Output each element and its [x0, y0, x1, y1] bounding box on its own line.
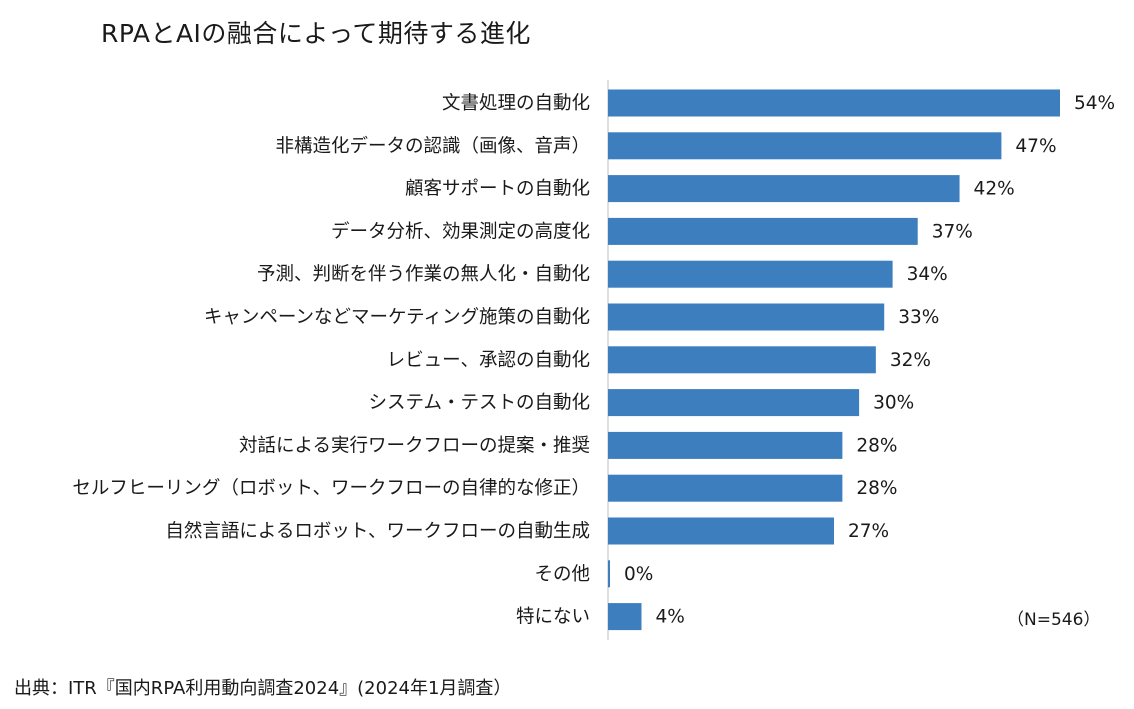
source-citation: 出典：ITR『国内RPA利用動向調査2024』(2024年1月調査）	[14, 678, 512, 699]
value-label: 42%	[974, 179, 1015, 200]
bar	[608, 560, 610, 588]
value-label: 4%	[655, 607, 684, 628]
value-label: 54%	[1074, 93, 1115, 114]
value-label: 34%	[907, 264, 948, 285]
bar	[608, 431, 843, 459]
bar	[608, 389, 860, 417]
value-label: 30%	[873, 393, 914, 414]
category-label: 文書処理の自動化	[442, 93, 590, 114]
bar	[608, 517, 834, 545]
category-label: システム・テストの自動化	[369, 393, 590, 414]
value-label: 0%	[624, 564, 653, 585]
category-label: その他	[534, 564, 590, 585]
sample-size-note: （N=546）	[1007, 610, 1101, 630]
bar	[608, 303, 885, 331]
chart-title: RPAとAIの融合によって期待する進化	[101, 19, 531, 48]
category-label: 顧客サポートの自動化	[405, 179, 590, 200]
category-label: 予測、判断を伴う作業の無人化・自動化	[257, 264, 590, 285]
category-label: 自然言語によるロボット、ワークフローの自動生成	[165, 521, 590, 542]
category-label: 非構造化データの認識（画像、音声）	[275, 136, 590, 157]
category-label: データ分析、効果測定の高度化	[331, 221, 590, 242]
bar	[608, 217, 918, 245]
value-label: 28%	[856, 435, 897, 456]
bar	[608, 260, 893, 288]
bar	[608, 603, 642, 631]
category-label: 対話による実行ワークフローの提案・推奨	[239, 435, 590, 456]
bar	[608, 175, 960, 203]
value-label: 28%	[856, 478, 897, 499]
category-label: 特にない	[516, 607, 590, 628]
value-label: 47%	[1015, 136, 1056, 157]
value-label: 32%	[890, 350, 931, 371]
category-label: セルフヒーリング（ロボット、ワークフローの自律的な修正）	[72, 478, 590, 499]
value-label: 27%	[848, 521, 889, 542]
value-label: 37%	[932, 221, 973, 242]
value-label: 33%	[898, 307, 939, 328]
category-label: キャンペーンなどマーケティング施策の自動化	[204, 307, 590, 328]
bar	[608, 132, 1002, 160]
category-label: レビュー、承認の自動化	[387, 350, 590, 371]
bar	[608, 346, 876, 374]
bar	[608, 89, 1060, 117]
bar	[608, 474, 843, 502]
